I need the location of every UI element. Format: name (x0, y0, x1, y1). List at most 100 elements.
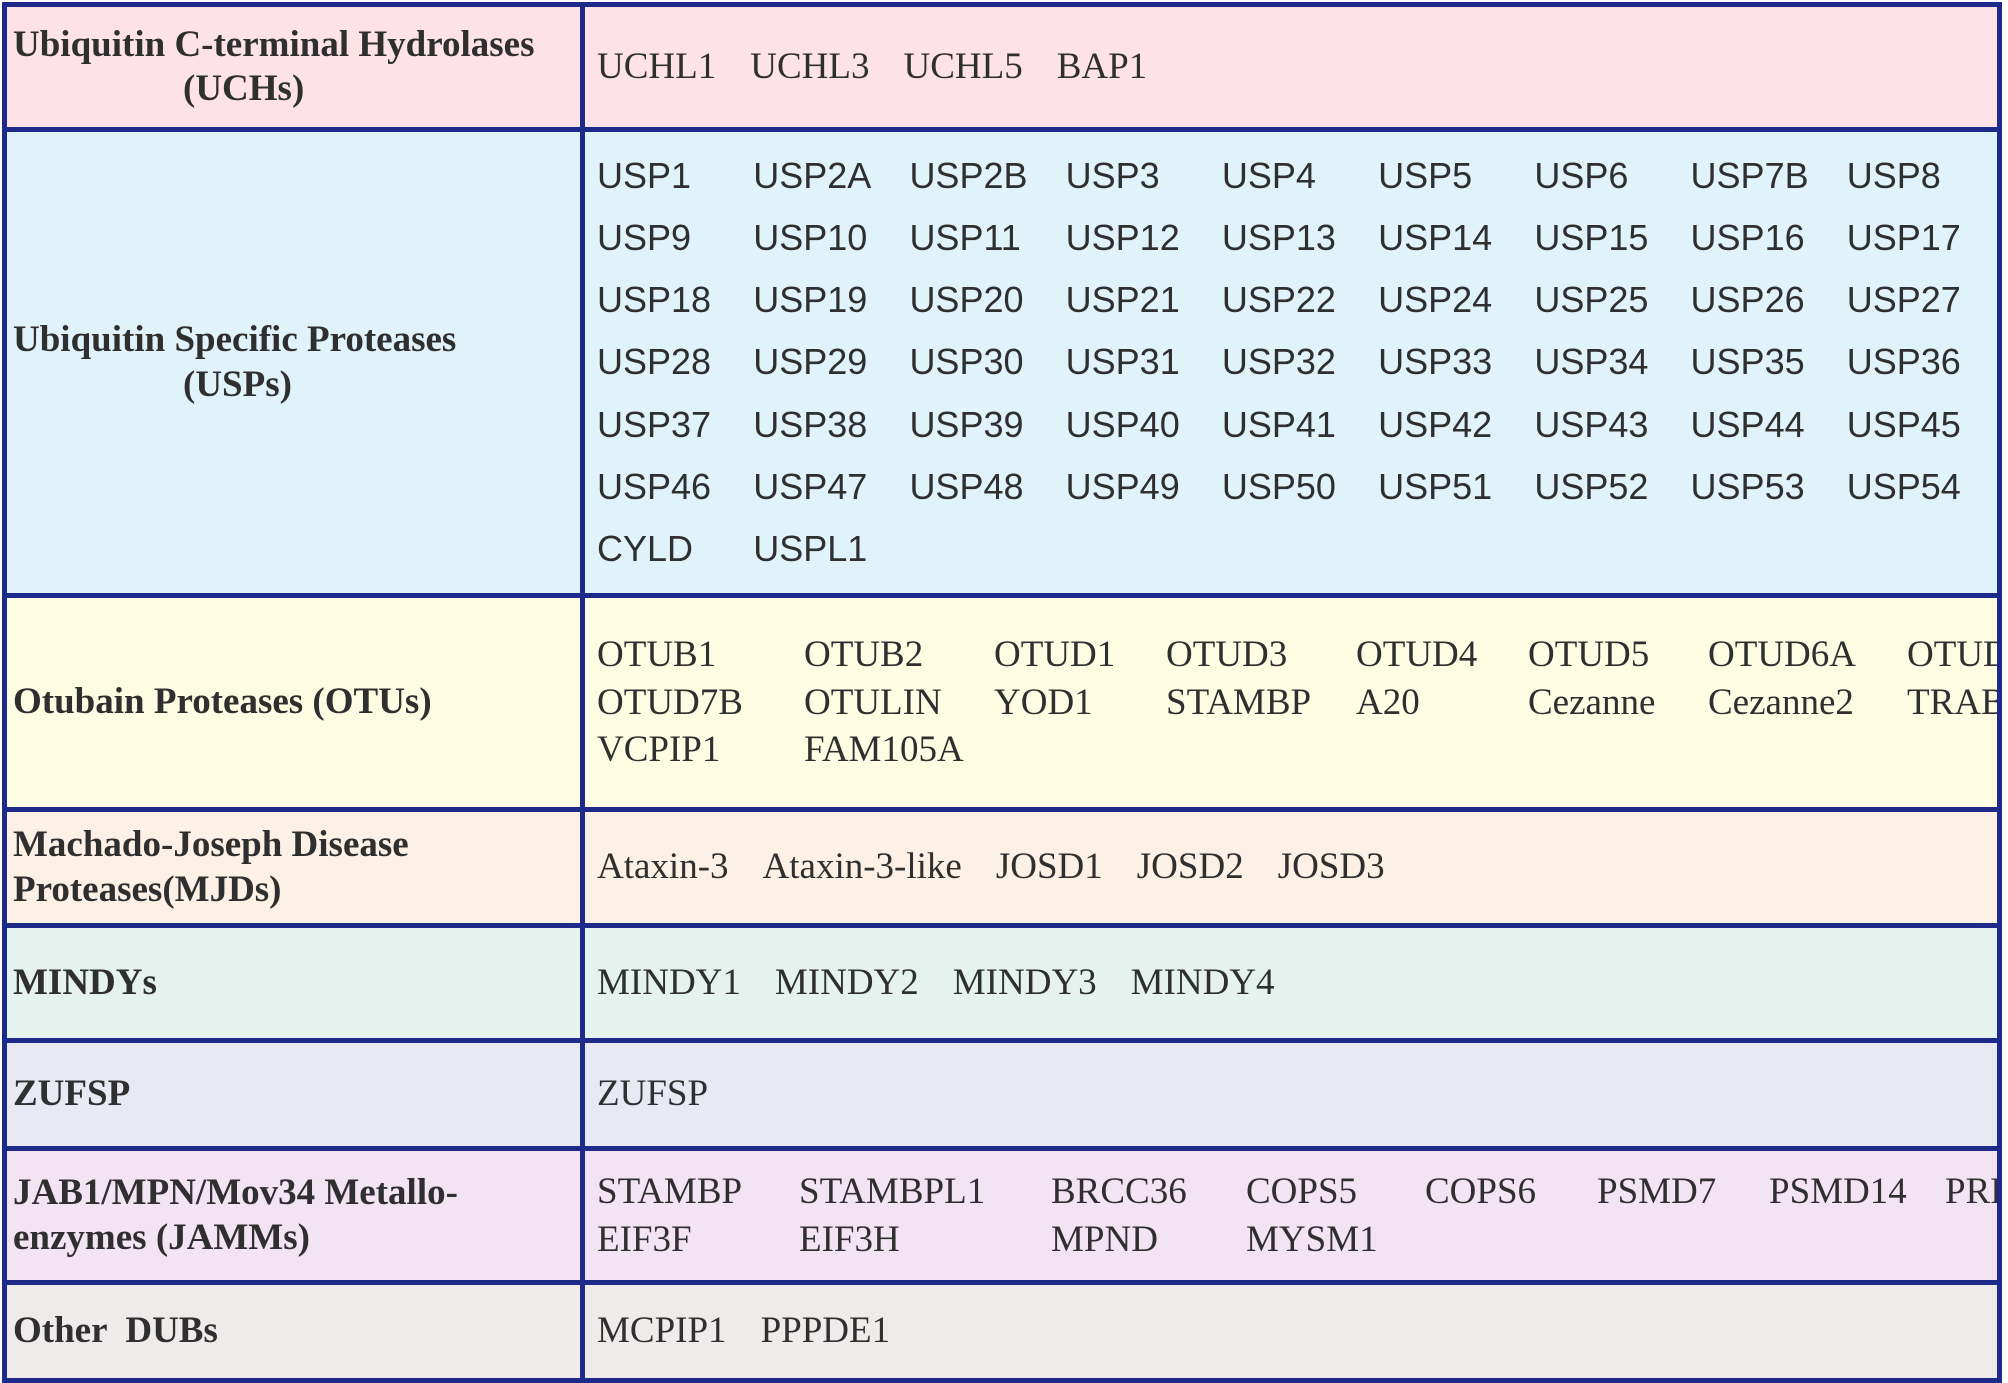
dub-member: UCHL3 (750, 45, 870, 87)
dub-member: USP37 (597, 403, 712, 445)
dub-member: TRABID (1907, 681, 1995, 723)
family-name-line: Proteases(MJDs) (13, 868, 282, 910)
family-name-line: (USPs) (183, 363, 292, 405)
family-cell-uch: Ubiquitin C-terminal Hydrolases (UCHs) (2, 2, 585, 132)
dub-member: MINDY1 (597, 961, 741, 1003)
family-cell-mjd: Machado-Joseph Disease Proteases(MJDs) (2, 807, 585, 928)
dub-member: A20 (1356, 681, 1420, 723)
dub-member: COPS5 (1246, 1171, 1358, 1213)
dub-member: USP27 (1846, 279, 1961, 321)
table-row-otu: Otubain Proteases (OTUs) OTUB1 OTUB2 OTUD1… (2, 593, 2002, 812)
member-list: Ataxin-3 Ataxin-3-like JOSD1 JOSD2 JOSD3 (597, 845, 1991, 889)
members-cell-zufsp: ZUFSP (580, 1038, 2002, 1151)
dub-member: USP48 (909, 465, 1024, 507)
dub-member: MYSM1 (1246, 1218, 1378, 1260)
dub-member: USP4 (1221, 154, 1316, 196)
members-cell-otu: OTUB1 OTUB2 OTUD1 OTUD3 OTUD4 OTUD5 OTUD6A OTUD… (580, 593, 2002, 812)
dub-member: CYLD (597, 528, 694, 570)
dub-member: USP1 (597, 154, 692, 196)
table-row-mjd: Machado-Joseph Disease Proteases(MJDs) At… (2, 807, 2002, 928)
table-row-mindy: MINDYs MINDY1 MINDY2 MINDY3 MINDY4 (2, 923, 2002, 1043)
dub-member: USP36 (1846, 341, 1961, 383)
dub-member: USP5 (1378, 154, 1473, 196)
dub-member: VCPIP1 (597, 729, 721, 771)
members-cell-other: MCPIP1 PPPDE1 (580, 1280, 2002, 1383)
dub-member: YOD1 (994, 681, 1093, 723)
member-list: OTUB1 OTUB2 OTUD1 OTUD3 OTUD4 OTUD5 OTUD6A OTUD… (597, 631, 1995, 773)
family-cell-other: Other DUBs (2, 1280, 585, 1383)
dub-member: PPPDE1 (760, 1310, 891, 1352)
dub-member: USP49 (1065, 465, 1180, 507)
dub-member: USP12 (1065, 216, 1180, 258)
dub-member: USP30 (909, 341, 1024, 383)
dub-member: USP42 (1378, 403, 1493, 445)
dub-member: USP17 (1846, 216, 1961, 258)
family-cell-otu: Otubain Proteases (OTUs) (2, 593, 585, 812)
family-name-line: ZUFSP (13, 1073, 131, 1115)
dub-member: USP7B (1690, 154, 1809, 196)
dub-member: STAMBPL1 (799, 1171, 986, 1213)
dub-member: USP13 (1221, 216, 1336, 258)
dub-member: USP28 (597, 341, 712, 383)
dub-member: USP18 (597, 279, 712, 321)
dub-member: USP31 (1065, 341, 1180, 383)
member-list: UCHL1 UCHL3 UCHL5 BAP1 (597, 45, 1991, 89)
dub-member: USP39 (909, 403, 1024, 445)
dub-member: EIF3F (597, 1218, 692, 1260)
dub-member: STAMBP (597, 1171, 743, 1213)
dub-member: OTUD5 (1528, 634, 1650, 676)
dub-member: OTUD6B (1907, 634, 1995, 676)
dub-member: USP11 (909, 216, 1021, 258)
dub-member: Cezanne (1528, 681, 1656, 723)
member-list: MINDY1 MINDY2 MINDY3 MINDY4 (597, 961, 1991, 1005)
dub-member: USP26 (1690, 279, 1805, 321)
family-name-line: enzymes (JAMMs) (13, 1216, 310, 1258)
dub-member: USP8 (1846, 154, 1941, 196)
dub-member: Ataxin-3 (597, 846, 729, 888)
dub-member: USP46 (597, 465, 712, 507)
dub-member: USP54 (1846, 465, 1961, 507)
family-name-line: JAB1/MPN/Mov34 Metallo- (13, 1172, 458, 1214)
dub-member: USP2B (909, 154, 1028, 196)
family-name-line: (UCHs) (183, 68, 305, 109)
dub-member: USP50 (1221, 465, 1336, 507)
dub-member: PRPF8 (1945, 1171, 1995, 1213)
dub-member: USP21 (1065, 279, 1180, 321)
member-list: USP1 USP2A USP2B USP3 USP4 USP5 USP6 USP7B USP8 U… (597, 145, 1991, 581)
table-row-usp: Ubiquitin Specific Proteases (USPs) USP1 U… (2, 127, 2002, 598)
family-name-line: Ubiquitin C-terminal Hydrolases (13, 23, 535, 65)
dub-member: USP45 (1846, 403, 1961, 445)
dub-member: USP16 (1690, 216, 1805, 258)
dub-member: USP14 (1378, 216, 1493, 258)
dub-member: FAM105A (804, 729, 964, 771)
members-cell-jamm: STAMBP STAMBPL1 BRCC36 COPS5 COPS6 PSMD7 PSMD1… (580, 1146, 2002, 1285)
dub-member: EIF3H (799, 1218, 900, 1260)
dub-member: OTUD6A (1708, 634, 1856, 676)
dub-member: MPND (1051, 1218, 1158, 1260)
family-name-line: Other DUBs (13, 1310, 218, 1352)
family-cell-usp: Ubiquitin Specific Proteases (USPs) (2, 127, 585, 598)
dub-member: USP19 (753, 279, 868, 321)
dub-member: USP41 (1221, 403, 1336, 445)
table-row-uch: Ubiquitin C-terminal Hydrolases (UCHs) UC… (2, 2, 2002, 132)
dub-member: Ataxin-3-like (762, 846, 962, 888)
dub-member: USPL1 (753, 528, 868, 570)
dub-member: OTUD4 (1356, 634, 1478, 676)
member-list: MCPIP1 PPPDE1 (597, 1309, 1991, 1353)
dub-member: ZUFSP (597, 1073, 709, 1115)
dub-member: USP22 (1221, 279, 1336, 321)
dub-member: UCHL1 (597, 45, 717, 87)
dub-member: USP47 (753, 465, 868, 507)
dub-member: USP32 (1221, 341, 1336, 383)
dub-member: UCHL5 (903, 45, 1023, 87)
dub-member: USP9 (597, 216, 692, 258)
dub-member: OTULIN (804, 681, 942, 723)
dub-member: USP52 (1534, 465, 1649, 507)
dub-member: OTUD7B (597, 681, 743, 723)
family-name-line: Ubiquitin Specific Proteases (13, 319, 457, 361)
dub-member: OTUD1 (994, 634, 1116, 676)
dub-member: USP44 (1690, 403, 1805, 445)
dub-member: USP33 (1378, 341, 1493, 383)
dub-member: JOSD2 (1136, 846, 1244, 888)
family-name-line: MINDYs (13, 961, 157, 1003)
